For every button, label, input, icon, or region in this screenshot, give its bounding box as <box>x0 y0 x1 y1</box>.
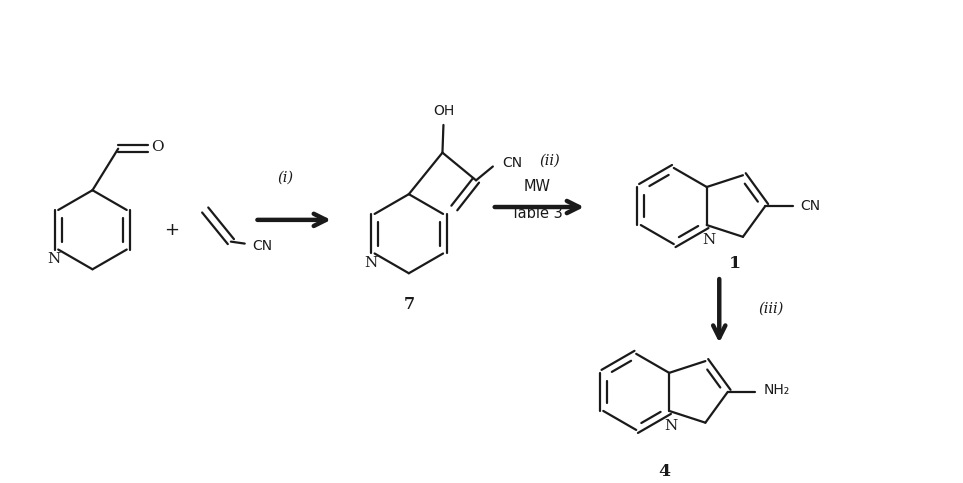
Text: CN: CN <box>503 156 523 170</box>
Text: (iii): (iii) <box>758 302 783 316</box>
Text: +: + <box>164 221 179 239</box>
Text: 1: 1 <box>729 255 742 272</box>
Text: Table 3: Table 3 <box>511 206 563 221</box>
Text: N: N <box>47 253 61 267</box>
Text: (ii): (ii) <box>539 154 560 168</box>
Text: CN: CN <box>252 239 273 253</box>
Text: OH: OH <box>432 104 455 118</box>
Text: CN: CN <box>800 199 820 213</box>
Text: NH₂: NH₂ <box>764 383 791 397</box>
Text: N: N <box>364 256 377 270</box>
Text: (i): (i) <box>277 170 294 185</box>
Text: N: N <box>702 233 716 247</box>
Text: 4: 4 <box>658 463 670 480</box>
Text: 7: 7 <box>403 297 414 313</box>
Text: MW: MW <box>524 179 551 194</box>
Text: O: O <box>151 140 164 154</box>
Text: N: N <box>664 419 678 433</box>
